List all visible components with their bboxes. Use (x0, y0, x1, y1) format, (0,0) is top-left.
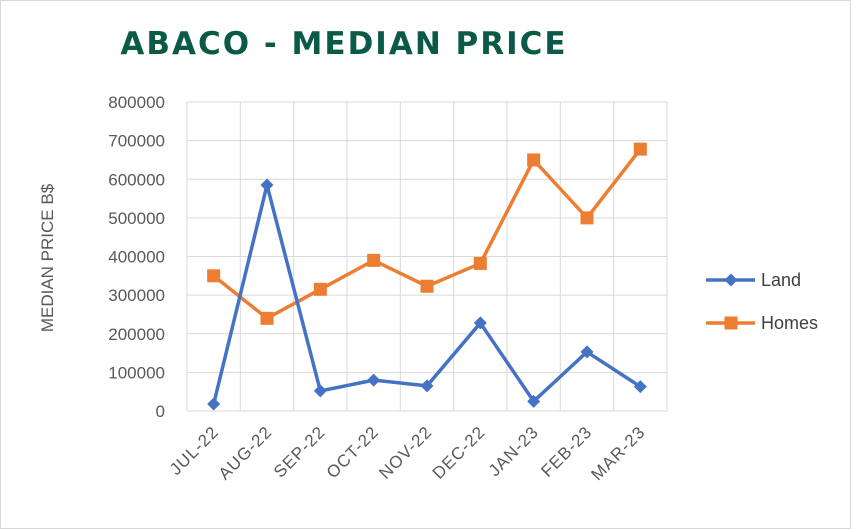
y-tick-label: 700000 (108, 132, 165, 151)
homes-point (367, 253, 381, 267)
homes-point (473, 256, 487, 270)
homes-point (420, 279, 434, 293)
x-tick-label: FEB-23 (537, 422, 595, 480)
legend-item-homes: Homes (706, 313, 818, 333)
y-tick-label: 400000 (108, 248, 165, 267)
x-tick-label: JAN-23 (485, 422, 543, 480)
grid-layer (186, 101, 668, 412)
chart-title: ABACO - MEDIAN PRICE (120, 26, 567, 62)
x-tick-label: OCT-22 (323, 422, 383, 482)
y-tick-labels: 0 100000 200000 300000 400000 500000 600000 700… (108, 93, 165, 421)
legend: Land Homes (706, 270, 818, 333)
x-tick-labels: JUL-22AUG-22SEP-22OCT-22NOV-22DEC-22JAN-… (166, 422, 649, 484)
y-tick-label: 800000 (108, 93, 165, 112)
homes-point (633, 142, 647, 156)
legend-label: Land (761, 270, 801, 290)
land-point (313, 384, 327, 398)
x-tick-label: NOV-22 (375, 422, 435, 482)
x-tick-label: AUG-22 (215, 422, 276, 483)
homes-point (580, 211, 594, 225)
land-point (260, 178, 274, 192)
y-tick-label: 500000 (108, 209, 165, 228)
legend-marker (724, 316, 738, 330)
y-tick-label: 0 (156, 402, 165, 421)
y-axis-label: MEDIAN PRICE B$ (38, 183, 57, 332)
series-homes (207, 142, 647, 325)
land-point (420, 379, 434, 393)
land-point (580, 345, 594, 359)
land-point (527, 394, 541, 408)
y-tick-label: 600000 (108, 170, 165, 189)
legend-item-land: Land (706, 270, 801, 290)
land-point (633, 380, 647, 394)
land-point (367, 373, 381, 387)
y-tick-label: 300000 (108, 286, 165, 305)
legend-marker (724, 273, 738, 287)
land-point (207, 397, 221, 411)
land-point (473, 316, 487, 330)
legend-label: Homes (761, 313, 818, 333)
x-tick-label: MAR-23 (587, 422, 649, 484)
homes-point (313, 282, 327, 296)
homes-line (211, 147, 643, 321)
x-tick-label: SEP-22 (270, 422, 329, 481)
homes-point (260, 311, 274, 325)
y-tick-label: 100000 (108, 363, 165, 382)
x-tick-label: DEC-22 (429, 422, 489, 482)
homes-point (527, 153, 541, 167)
series-land (207, 178, 647, 411)
y-tick-label: 200000 (108, 325, 165, 344)
series-layer (207, 142, 647, 411)
homes-point (207, 269, 221, 283)
